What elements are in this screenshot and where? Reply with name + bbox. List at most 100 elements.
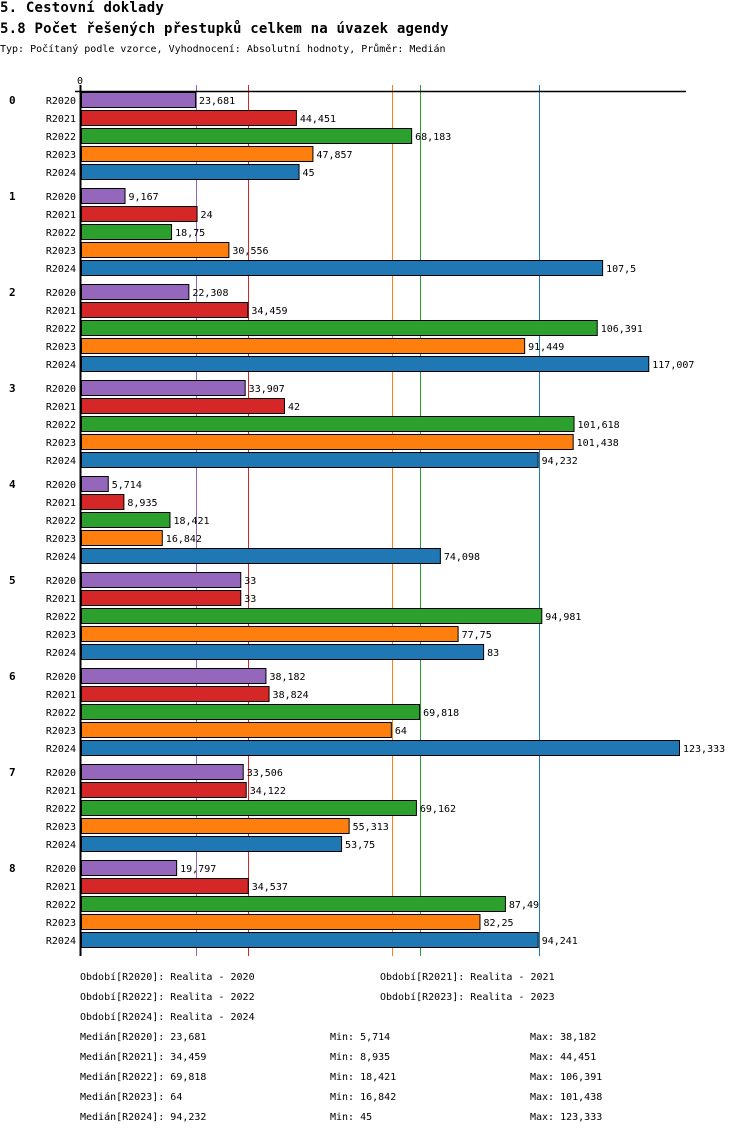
series-label: R2021 bbox=[46, 114, 76, 125]
bar-r2021 bbox=[81, 206, 198, 222]
chart-subtitle: Typ: Počítaný podle vzorce, Vyhodnocení:… bbox=[0, 44, 446, 55]
labels: 0 R2020 23,681 R2021 44,451 R2022 68,183 R2023 4… bbox=[9, 94, 725, 947]
value-label: 94,981 bbox=[545, 612, 581, 623]
bar-r2021 bbox=[81, 398, 285, 414]
series-label: R2024 bbox=[46, 168, 76, 179]
value-label: 19,797 bbox=[180, 864, 216, 875]
stat-min-r2024: Min: 45 bbox=[330, 1112, 373, 1123]
bar-r2022 bbox=[81, 896, 506, 912]
bar-r2020 bbox=[81, 572, 242, 588]
series-label: R2024 bbox=[46, 360, 76, 371]
group-label: 8 bbox=[9, 862, 16, 875]
value-label: 91,449 bbox=[528, 342, 564, 353]
series-label: R2024 bbox=[46, 456, 76, 467]
stat-median-r2023: Medián[R2023]: 64 bbox=[80, 1092, 183, 1103]
value-label: 69,162 bbox=[420, 804, 456, 815]
bar-r2023 bbox=[81, 434, 574, 450]
stat-median-r2024: Medián[R2024]: 94,232 bbox=[80, 1112, 207, 1123]
group-label: 1 bbox=[9, 190, 16, 203]
value-label: 101,438 bbox=[577, 438, 619, 449]
bar-r2022 bbox=[81, 320, 598, 336]
bar-r2023 bbox=[81, 338, 526, 354]
bar-r2021 bbox=[81, 686, 270, 702]
value-label: 24 bbox=[201, 210, 213, 221]
value-label: 94,232 bbox=[542, 456, 578, 467]
value-label: 8,935 bbox=[127, 498, 157, 509]
bar-r2023 bbox=[81, 722, 392, 738]
group-label: 2 bbox=[9, 286, 16, 299]
bar-r2024 bbox=[81, 548, 441, 564]
stat-median-r2020: Medián[R2020]: 23,681 bbox=[80, 1032, 207, 1043]
value-label: 68,183 bbox=[415, 132, 451, 143]
value-label: 55,313 bbox=[353, 822, 389, 833]
stat-median-r2021: Medián[R2021]: 34,459 bbox=[80, 1052, 207, 1063]
value-label: 101,618 bbox=[578, 420, 620, 431]
bar-r2024 bbox=[81, 836, 343, 852]
bar-r2021 bbox=[81, 782, 247, 798]
group-label: 4 bbox=[9, 478, 16, 491]
value-label: 107,5 bbox=[606, 264, 636, 275]
value-label: 18,421 bbox=[173, 516, 209, 527]
bar-r2024 bbox=[81, 740, 680, 756]
series-label: R2020 bbox=[46, 672, 76, 683]
value-label: 23,681 bbox=[199, 96, 235, 107]
value-label: 38,824 bbox=[273, 690, 309, 701]
stat-max-r2022: Max: 106,391 bbox=[530, 1072, 603, 1083]
bar-r2020 bbox=[81, 668, 267, 684]
series-label: R2023 bbox=[46, 246, 76, 257]
series-label: R2023 bbox=[46, 918, 76, 929]
bar-r2022 bbox=[81, 416, 575, 432]
series-label: R2023 bbox=[46, 822, 76, 833]
value-label: 33 bbox=[244, 594, 256, 605]
chart-title: 5.8 Počet řešených přestupků celkem na ú… bbox=[0, 21, 449, 37]
value-label: 34,459 bbox=[251, 306, 287, 317]
group-label: 7 bbox=[9, 766, 16, 779]
value-label: 42 bbox=[288, 402, 300, 413]
series-label: R2024 bbox=[46, 744, 76, 755]
legend-period-r2021: Období[R2021]: Realita - 2021 bbox=[380, 972, 555, 983]
value-label: 69,818 bbox=[423, 708, 459, 719]
series-label: R2020 bbox=[46, 384, 76, 395]
value-label: 117,007 bbox=[652, 360, 694, 371]
series-label: R2022 bbox=[46, 804, 76, 815]
bar-r2023 bbox=[81, 242, 230, 258]
series-label: R2022 bbox=[46, 516, 76, 527]
stat-max-r2024: Max: 123,333 bbox=[530, 1112, 603, 1123]
series-label: R2020 bbox=[46, 576, 76, 587]
value-label: 9,167 bbox=[129, 192, 159, 203]
bar-r2020 bbox=[81, 284, 190, 300]
series-label: R2022 bbox=[46, 612, 76, 623]
stat-max-r2020: Max: 38,182 bbox=[530, 1032, 597, 1043]
group-label: 0 bbox=[9, 94, 16, 107]
value-label: 16,842 bbox=[166, 534, 202, 545]
series-label: R2021 bbox=[46, 594, 76, 605]
value-label: 123,333 bbox=[683, 744, 725, 755]
bar-r2020 bbox=[81, 764, 244, 780]
value-label: 33 bbox=[244, 576, 256, 587]
bar-r2024 bbox=[81, 644, 485, 660]
stat-min-r2022: Min: 18,421 bbox=[330, 1072, 397, 1083]
stat-max-r2023: Max: 101,438 bbox=[530, 1092, 603, 1103]
group-label: 6 bbox=[9, 670, 16, 683]
stat-min-r2021: Min: 8,935 bbox=[330, 1052, 391, 1063]
series-label: R2021 bbox=[46, 306, 76, 317]
legend-period-r2023: Období[R2023]: Realita - 2023 bbox=[380, 992, 555, 1003]
x-tick-label: 0 bbox=[77, 76, 83, 87]
legend-period-r2024: Období[R2024]: Realita - 2024 bbox=[80, 1012, 255, 1023]
bar-r2021 bbox=[81, 110, 297, 126]
bar-r2021 bbox=[81, 590, 242, 606]
value-label: 106,391 bbox=[601, 324, 643, 335]
value-label: 30,556 bbox=[232, 246, 268, 257]
series-label: R2023 bbox=[46, 438, 76, 449]
bar-r2023 bbox=[81, 626, 459, 642]
series-label: R2021 bbox=[46, 210, 76, 221]
value-label: 33,907 bbox=[249, 384, 285, 395]
bar-r2024 bbox=[81, 260, 604, 276]
value-label: 87,49 bbox=[509, 900, 539, 911]
series-label: R2021 bbox=[46, 402, 76, 413]
series-label: R2023 bbox=[46, 726, 76, 737]
bar-r2022 bbox=[81, 512, 171, 528]
stat-median-r2022: Medián[R2022]: 69,818 bbox=[80, 1072, 207, 1083]
value-label: 5,714 bbox=[112, 480, 142, 491]
bar-r2022 bbox=[81, 800, 417, 816]
